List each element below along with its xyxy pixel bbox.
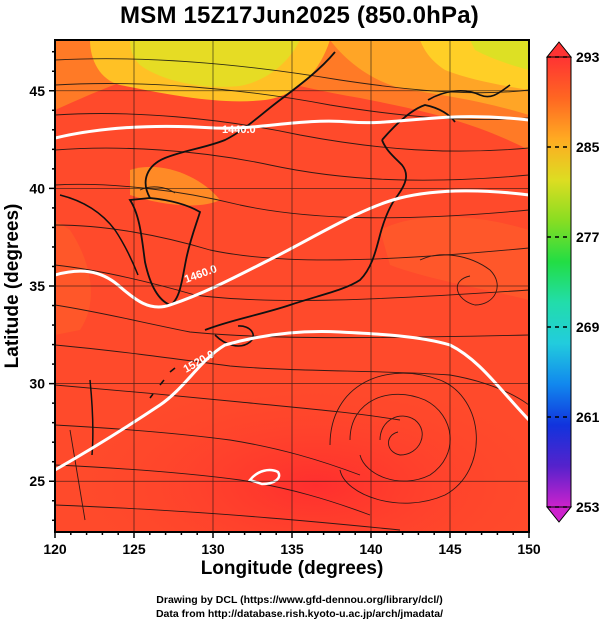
- y-tick-label: 35: [29, 278, 45, 294]
- footer-data-source: Data from http://database.rish.kyoto-u.a…: [155, 608, 444, 620]
- graticule: [55, 40, 529, 532]
- colorbar-bottom-triangle: [545, 506, 573, 523]
- y-tick-labels: 25 30 35 40 45: [29, 83, 45, 489]
- colorbar-label: 269: [576, 319, 599, 335]
- y-tick-label: 30: [29, 376, 45, 392]
- y-tick-label: 25: [29, 473, 45, 489]
- y-tick-label: 45: [29, 83, 45, 99]
- colorbar-label: 277: [576, 229, 599, 245]
- colorbar-label: 293: [576, 49, 599, 65]
- footer-drawing-credit: Drawing by DCL (https://www.gfd-dennou.o…: [156, 594, 443, 606]
- colorbar-label: 285: [576, 139, 599, 155]
- colorbar-label: 253: [576, 499, 599, 515]
- x-tick-label: 135: [280, 541, 304, 557]
- x-tick-label: 140: [359, 541, 383, 557]
- contour-1460: [55, 189, 529, 309]
- x-tick-label: 120: [43, 541, 67, 557]
- x-tick-label: 130: [201, 541, 225, 557]
- coastlines: [59, 51, 511, 456]
- colorbar-bar: [546, 56, 572, 508]
- contour-label-1440: 1440.0: [222, 124, 256, 136]
- x-axis-title: Longitude (degrees): [201, 558, 384, 579]
- contour-1520: [55, 330, 529, 472]
- colorbar-labels: 293 285 277 269 261 253: [576, 49, 599, 515]
- x-tick-label: 145: [438, 541, 462, 557]
- x-tick-label: 125: [122, 541, 146, 557]
- contour-1520-closed: [247, 468, 281, 486]
- y-axis-title: Latitude (degrees): [2, 204, 23, 369]
- streamlines: [55, 58, 529, 531]
- x-tick-labels: 120 125 130 135 140 145 150: [43, 541, 541, 557]
- chart-title: MSM 15Z17Jun2025 (850.0hPa): [120, 2, 479, 29]
- y-tick-label: 40: [29, 180, 45, 196]
- x-tick-label: 150: [517, 541, 541, 557]
- colorbar: 293 285 277 269 261 253: [545, 41, 599, 523]
- height-contours: [55, 115, 529, 486]
- colorbar-label: 261: [576, 409, 599, 425]
- colorbar-top-triangle: [545, 41, 573, 58]
- colorbar-ticks: [547, 56, 571, 508]
- axis-ticks: [49, 50, 530, 538]
- contour-1440: [55, 115, 529, 140]
